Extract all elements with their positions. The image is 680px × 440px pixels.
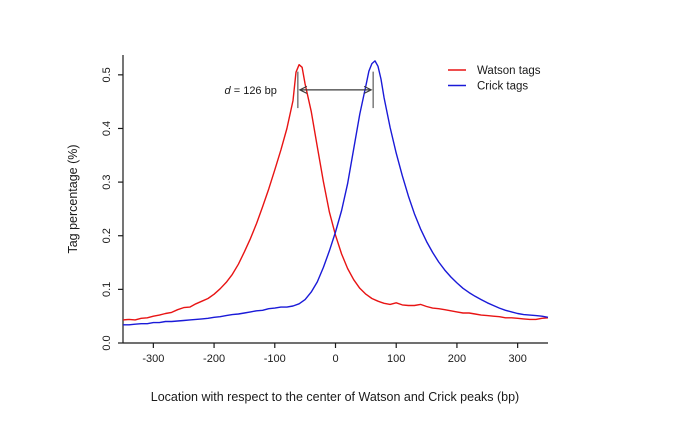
x-tick-label: 0 xyxy=(332,353,338,365)
crick-series-line xyxy=(123,60,549,326)
distance-variable-label: d xyxy=(225,85,232,97)
legend-crick-label: Crick tags xyxy=(477,81,528,93)
x-tick-label: 300 xyxy=(508,353,526,365)
watson-series-line xyxy=(122,63,549,321)
x-tick-label: -100 xyxy=(264,353,286,365)
distance-value-label: = 126 bp xyxy=(234,85,277,97)
y-tick-label: 0.5 xyxy=(101,67,113,82)
arrow-head-right-icon xyxy=(363,85,373,94)
x-axis-title: Location with respect to the center of W… xyxy=(151,390,519,404)
legend: Watson tags Crick tags xyxy=(448,65,541,93)
y-tick-label: 0.0 xyxy=(101,335,113,350)
y-axis-title: Tag percentage (%) xyxy=(66,144,80,253)
legend-watson-label: Watson tags xyxy=(477,65,541,77)
series-group xyxy=(122,60,549,326)
y-tick-label: 0.1 xyxy=(101,282,113,297)
x-tick-label: -300 xyxy=(142,353,164,365)
distance-annotation-label: d = 126 bp xyxy=(225,85,277,97)
y-tick-label: 0.4 xyxy=(101,121,113,136)
x-axis-ticks: -300 -200 -100 0 100 200 300 xyxy=(142,343,527,365)
arrow-head-left-icon xyxy=(298,85,308,94)
y-tick-label: 0.3 xyxy=(101,174,113,189)
peak-distance-annotation: d = 126 bp xyxy=(225,71,374,109)
y-tick-label: 0.2 xyxy=(101,228,113,243)
x-tick-label: -200 xyxy=(203,353,225,365)
y-axis-ticks: 0.0 0.1 0.2 0.3 0.4 0.5 xyxy=(101,67,123,351)
x-tick-label: 100 xyxy=(387,353,405,365)
x-tick-label: 200 xyxy=(448,353,466,365)
